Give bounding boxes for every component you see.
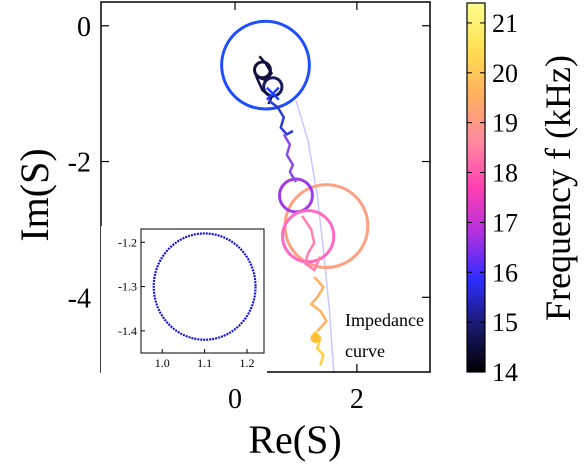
trajectory-circle (262, 76, 284, 98)
y-tick-label: 0 (77, 12, 91, 43)
cross-marker (265, 86, 280, 101)
dot-marker (310, 333, 321, 344)
inset-orbit (152, 232, 257, 341)
colorbar-tick-label: 21 (492, 9, 518, 38)
y-axis-title: Im(S) (12, 148, 57, 241)
colorbar (466, 2, 486, 373)
inset-y-tick-label: -1.2 (118, 235, 137, 249)
inset-y-tick-label: -1.3 (118, 280, 137, 294)
colorbar-ticks: 14 15 16 17 18 19 20 21 (467, 9, 518, 387)
main-axis-ticks: 0 2 0 -2 -4 (68, 2, 430, 415)
trajectory-circle (281, 209, 336, 264)
impedance-curve (295, 100, 335, 372)
colorbar-tick-label: 18 (492, 159, 518, 188)
inset-plot-data (152, 232, 257, 341)
trajectory-trace (301, 215, 322, 272)
trajectory-circle (278, 177, 314, 214)
trajectory-trace (282, 133, 298, 183)
inset-x-tick-label: 1.0 (155, 356, 170, 370)
trajectory-trace (267, 99, 294, 136)
x-tick-label: 2 (350, 384, 364, 415)
y-tick-label: -2 (68, 148, 91, 179)
x-axis-title: Re(S) (248, 417, 341, 462)
x-tick-label: 0 (228, 384, 242, 415)
colorbar-tick-label: 19 (492, 109, 518, 138)
colorbar-tick-label: 20 (492, 59, 518, 88)
main-plot-data (220, 19, 370, 372)
inset-axis-ticks: 1.0 1.1 1.2 -1.2 -1.3 -1.4 (118, 235, 255, 370)
colorbar-tick-label: 15 (492, 308, 518, 337)
trajectory-circle (220, 19, 311, 111)
inset-frame (140, 228, 265, 354)
colorbar-tick-label: 16 (492, 258, 518, 287)
inset-x-tick-label: 1.1 (197, 356, 212, 370)
colorbar-tick-label: 14 (492, 358, 518, 387)
colorbar-tick-label: 17 (492, 208, 518, 237)
inset-y-tick-label: -1.4 (118, 324, 137, 338)
y-tick-label: -4 (68, 283, 91, 314)
trajectory-trace (309, 276, 328, 333)
inset-background (101, 226, 267, 375)
annotation-line-1: Impedance (345, 310, 424, 330)
annotation-line-2: curve (345, 341, 385, 361)
inset-x-tick-label: 1.2 (240, 356, 255, 370)
colorbar-title: Frequency f (kHz) (538, 55, 578, 321)
